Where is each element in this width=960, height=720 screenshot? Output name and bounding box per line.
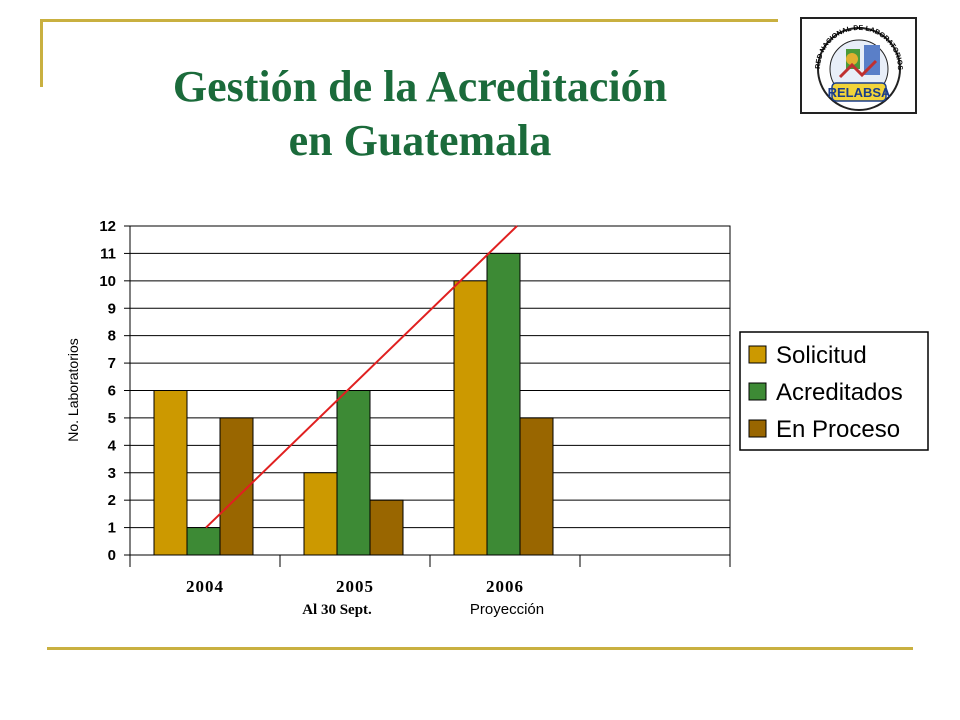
x-category-label: 2004 bbox=[186, 577, 224, 596]
legend: Solicitud Acreditados En Proceso bbox=[739, 331, 929, 451]
relabsa-logo: RED NACIONAL DE LABORATORIOS DE SALUD Y … bbox=[799, 14, 917, 114]
y-tick-label: 9 bbox=[108, 300, 116, 317]
title-line-2: en Guatemala bbox=[288, 116, 552, 165]
frame-bottom-line bbox=[47, 647, 913, 650]
y-tick-label: 3 bbox=[108, 465, 116, 482]
legend-swatch bbox=[748, 419, 767, 438]
y-tick-label: 2 bbox=[108, 492, 116, 509]
y-tick-label: 6 bbox=[108, 383, 116, 400]
y-axis-title: No. Laboratorios bbox=[65, 338, 81, 442]
y-tick-label: 11 bbox=[100, 245, 116, 262]
y-tick-label: 4 bbox=[108, 437, 117, 454]
axes bbox=[124, 225, 731, 567]
legend-swatch bbox=[748, 382, 767, 401]
y-tick-label: 0 bbox=[108, 547, 116, 564]
bar-acreditados-2005 bbox=[336, 390, 371, 556]
x-category-label: 2005 bbox=[336, 577, 374, 596]
y-tick-label: 5 bbox=[108, 410, 116, 427]
x-category-note: Al 30 Sept. bbox=[302, 602, 372, 618]
x-category-note: Proyección bbox=[470, 601, 544, 618]
y-tick-label: 12 bbox=[99, 218, 116, 235]
trend-line-layer bbox=[205, 225, 518, 529]
trend-line bbox=[205, 225, 518, 529]
frame-left-line bbox=[40, 19, 43, 87]
bar-en-proceso-2006 bbox=[519, 417, 554, 556]
bar-solicitud-2006 bbox=[453, 280, 488, 556]
y-tick-label: 7 bbox=[108, 355, 116, 372]
legend-label: Solicitud bbox=[776, 342, 867, 369]
legend-swatch bbox=[748, 345, 767, 364]
y-tick-label: 8 bbox=[108, 328, 116, 345]
y-tick-label: 10 bbox=[99, 273, 116, 290]
frame-top-line bbox=[40, 19, 778, 22]
bar-solicitud-2004 bbox=[153, 390, 188, 556]
logo-label: RELABSA bbox=[828, 85, 891, 100]
x-category-label: 2006 bbox=[486, 577, 524, 596]
legend-box bbox=[739, 331, 929, 451]
bar-en-proceso-2005 bbox=[369, 499, 404, 556]
legend-label: Acreditados bbox=[776, 379, 903, 406]
bar-acreditados-2006 bbox=[486, 252, 521, 556]
bars bbox=[153, 252, 554, 556]
title-line-1: Gestión de la Acreditación bbox=[172, 62, 668, 111]
bar-acreditados-2004 bbox=[186, 527, 221, 556]
legend-label: En Proceso bbox=[776, 416, 900, 443]
bar-solicitud-2005 bbox=[303, 472, 338, 556]
slide-title: Gestión de la Acreditación en Guatemala bbox=[60, 60, 780, 168]
y-tick-label: 1 bbox=[108, 520, 116, 537]
